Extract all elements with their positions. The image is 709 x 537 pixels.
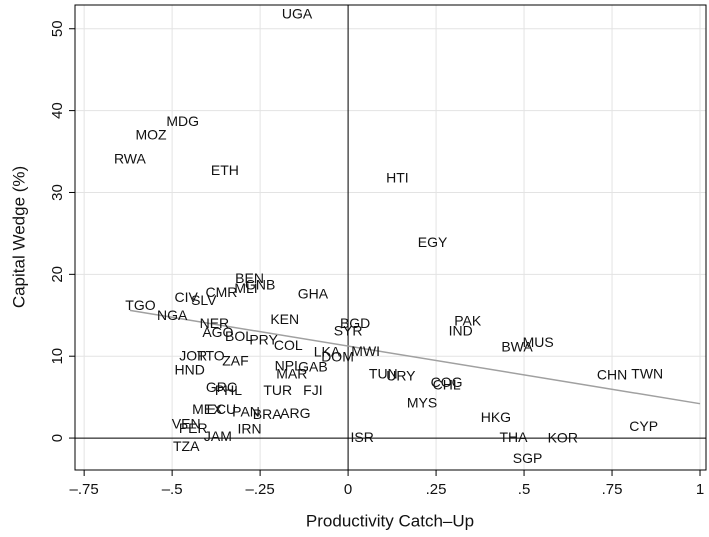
point-label: NER [200, 315, 230, 331]
point-label: COG [431, 374, 463, 390]
point-label: PAK [454, 313, 482, 329]
point-label: BGD [340, 315, 370, 331]
point-label: IND [449, 322, 473, 338]
point-label: LKA [314, 344, 341, 360]
point-label: MYS [407, 394, 437, 410]
point-label: MAR [276, 366, 307, 382]
point-label: CYP [629, 418, 658, 434]
point-label: TUR [263, 382, 292, 398]
point-label: MEX [192, 401, 223, 417]
point-label: DOM [321, 349, 354, 365]
y-tick-label: 20 [49, 266, 66, 283]
point-label: JAM [204, 428, 232, 444]
point-label: ECU [207, 401, 237, 417]
point-label: TWN [631, 366, 663, 382]
point-label: URY [386, 367, 416, 383]
point-label: TTO [197, 348, 225, 364]
y-tick-label: 30 [49, 184, 66, 201]
point-label: TGO [125, 297, 155, 313]
point-label: ARG [280, 405, 310, 421]
point-label: HKG [481, 409, 511, 425]
y-tick-label: 50 [49, 20, 66, 37]
x-tick-label: .5 [518, 481, 531, 498]
x-tick-label: –.75 [70, 481, 99, 498]
point-label: SLV [191, 292, 217, 308]
point-label: GHA [298, 286, 329, 302]
point-label: MWI [351, 343, 380, 359]
point-label: IRN [237, 421, 261, 437]
point-label: PHL [215, 382, 242, 398]
x-tick-label: .75 [602, 481, 623, 498]
point-label: COL [274, 337, 303, 353]
point-label: VEN [172, 416, 201, 432]
point-label: MLI [234, 280, 257, 296]
point-label: MOZ [135, 127, 167, 143]
plot-frame [74, 4, 707, 471]
point-label: NGA [157, 307, 188, 323]
point-label: KEN [270, 311, 299, 327]
point-label: CHN [597, 367, 627, 383]
point-label: CHL [433, 376, 461, 392]
point-label: SYR [334, 322, 363, 338]
point-label: THA [499, 429, 528, 445]
fit-line [129, 309, 701, 405]
point-label: CMR [205, 284, 237, 300]
x-tick-label: –.25 [246, 481, 275, 498]
point-label: TUN [369, 366, 398, 382]
point-label: BEN [235, 270, 264, 286]
point-label: UGA [282, 6, 313, 22]
point-label: BRA [253, 406, 282, 422]
y-tick-label: 40 [49, 102, 66, 119]
point-label: ISR [350, 429, 373, 445]
y-tick-label: 10 [49, 348, 66, 365]
point-label: MUS [523, 334, 554, 350]
x-tick-label: –.5 [162, 481, 183, 498]
point-label: KOR [548, 430, 578, 446]
point-label: GAB [298, 358, 328, 374]
point-label: ETH [211, 162, 239, 178]
point-label: JOR [179, 348, 207, 364]
point-label: MDG [166, 113, 199, 129]
point-label: HND [175, 362, 205, 378]
x-tick-label: 0 [344, 481, 352, 498]
point-label: CIV [175, 289, 199, 305]
y-axis-title: Capital Wedge (%) [9, 166, 28, 308]
point-label: RWA [114, 150, 147, 166]
point-label: BOL [225, 328, 253, 344]
point-label: SGP [513, 450, 543, 466]
point-label: ZAF [222, 353, 248, 369]
point-label: GNB [245, 277, 275, 293]
x-tick-label: .25 [426, 481, 447, 498]
y-tick-label: 0 [49, 434, 66, 442]
point-label: AGO [202, 324, 233, 340]
point-label: PAN [232, 403, 260, 419]
point-label: HTI [386, 169, 409, 185]
point-label: PER [179, 420, 208, 436]
point-label: FJI [303, 382, 322, 398]
point-label: BWA [501, 339, 533, 355]
point-label: PRY [249, 331, 278, 347]
point-label: EGY [418, 234, 448, 250]
point-label: GRC [206, 379, 237, 395]
x-tick-label: 1 [696, 481, 704, 498]
point-label: NPL [275, 358, 302, 374]
x-axis-title: Productivity Catch–Up [306, 511, 474, 530]
point-label: TZA [173, 438, 200, 454]
